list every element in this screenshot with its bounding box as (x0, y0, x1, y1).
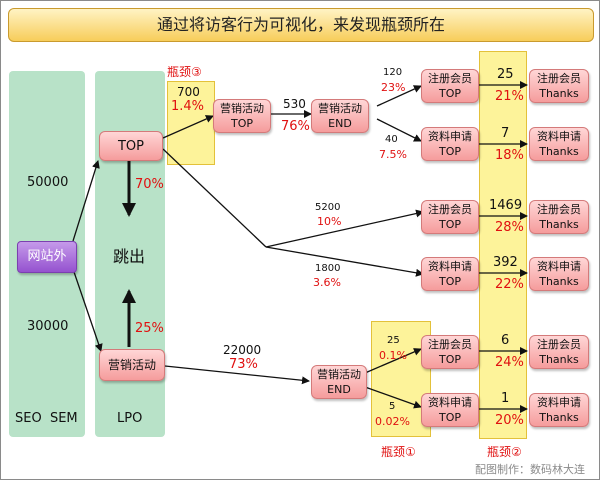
thanks-count-4: 392 (493, 255, 518, 270)
end-reg-count: 120 (383, 67, 403, 78)
thanks-count-6: 1 (501, 391, 510, 406)
b3-pct: 1.4% (171, 99, 205, 114)
lpo-top-node-label: TOP (117, 138, 144, 154)
reg-thanks-node-2: 注册会员 Thanks (529, 200, 589, 234)
low-reg-pct: 0.1% (379, 349, 407, 362)
low-reg-count: 25 (387, 335, 400, 346)
b3-count: 700 (177, 85, 200, 99)
doc-top-line1: 资料申请 (428, 130, 472, 143)
end-reg-pct: 23% (381, 81, 406, 94)
credit-text: 配图制作：数码林大连 (475, 463, 585, 476)
thanks-count-3: 1469 (489, 198, 523, 213)
doc-thanks-line2: Thanks (539, 145, 579, 158)
end-doc-pct: 7.5% (379, 148, 407, 161)
reg-thanks-line2: Thanks (539, 353, 579, 366)
reg-thanks-node-1: 注册会员 Thanks (529, 69, 589, 103)
reg-top-node-3: 注册会员 TOP (421, 335, 479, 369)
reg-top-node-2: 注册会员 TOP (421, 200, 479, 234)
top-to-end-pct: 76% (281, 119, 310, 134)
doc-top-line2: TOP (438, 275, 461, 288)
mid-reg-pct: 10% (317, 215, 342, 228)
seo-visitors-value: 50000 (27, 175, 69, 190)
bottleneck-2-highlight (479, 51, 527, 439)
bottleneck-3-label: 瓶颈③ (167, 65, 202, 79)
doc-thanks-line2: Thanks (539, 275, 579, 288)
reg-top-line2: TOP (438, 87, 461, 100)
offsite-node: 网站外 (17, 241, 77, 273)
doc-top-line1: 资料申请 (428, 396, 472, 409)
reg-top-node-1: 注册会员 TOP (421, 69, 479, 103)
reg-thanks-line1: 注册会员 (537, 72, 581, 85)
thanks-pct-3: 28% (495, 220, 524, 235)
thanks-count-5: 6 (501, 333, 510, 348)
doc-top-line1: 资料申请 (428, 260, 472, 273)
seo-sem-column-label: SEO SEM (15, 411, 78, 426)
thanks-pct-1: 21% (495, 89, 524, 104)
doc-thanks-node-3: 资料申请 Thanks (529, 393, 589, 427)
doc-top-node-1: 资料申请 TOP (421, 127, 479, 161)
page-title: 通过将访客行为可视化，来发现瓶颈所在 (8, 8, 594, 42)
reg-thanks-line1: 注册会员 (537, 338, 581, 351)
campaign-end-lower-node: 营销活动 END (311, 365, 367, 399)
campaign-top-line2: TOP (230, 117, 253, 130)
reg-top-line1: 注册会员 (428, 338, 472, 351)
reg-thanks-line1: 注册会员 (537, 203, 581, 216)
doc-top-line2: TOP (438, 411, 461, 424)
doc-thanks-node-2: 资料申请 Thanks (529, 257, 589, 291)
doc-thanks-line1: 资料申请 (537, 396, 581, 409)
doc-thanks-line1: 资料申请 (537, 130, 581, 143)
lpo-campaign-node-label: 营销活动 (107, 357, 156, 372)
doc-thanks-node-1: 资料申请 Thanks (529, 127, 589, 161)
thanks-pct-2: 18% (495, 148, 524, 163)
doc-top-node-3: 资料申请 TOP (421, 393, 479, 427)
top-to-end-count: 530 (283, 97, 306, 111)
reg-top-line1: 注册会员 (428, 203, 472, 216)
reg-top-line1: 注册会员 (428, 72, 472, 85)
mid-reg-count: 5200 (315, 202, 341, 213)
low-doc-pct: 0.02% (375, 415, 410, 428)
campaign-end-upper-line1: 营销活动 (318, 102, 362, 115)
bottleneck-3-highlight (167, 81, 215, 165)
doc-top-node-2: 资料申请 TOP (421, 257, 479, 291)
lpo-column-label: LPO (117, 411, 143, 426)
campaign-end-upper-line2: END (328, 117, 352, 130)
campaign-end-upper-node: 营销活动 END (311, 99, 369, 133)
reg-top-line2: TOP (438, 218, 461, 231)
campaign-top-node: 营销活动 TOP (213, 99, 271, 133)
doc-thanks-line1: 资料申请 (537, 260, 581, 273)
exit-top-pct: 70% (135, 177, 164, 192)
campaign-end-lower-line2: END (327, 383, 351, 396)
campaign-end-lower-line1: 营销活动 (317, 368, 361, 381)
bottleneck-2-label: 瓶颈② (487, 445, 522, 459)
mid-doc-pct: 3.6% (313, 276, 341, 289)
exit-bottom-pct: 25% (135, 321, 164, 336)
end-doc-count: 40 (385, 134, 398, 145)
mid-doc-count: 1800 (315, 263, 341, 274)
thanks-pct-6: 20% (495, 413, 524, 428)
doc-top-line2: TOP (438, 145, 461, 158)
reg-thanks-line2: Thanks (539, 218, 579, 231)
thanks-count-1: 25 (497, 67, 514, 82)
exit-label: 跳出 (113, 247, 146, 266)
reg-top-line2: TOP (438, 353, 461, 366)
reg-thanks-node-3: 注册会员 Thanks (529, 335, 589, 369)
thanks-pct-4: 22% (495, 277, 524, 292)
lpo-top-node: TOP (99, 131, 163, 161)
sem-visitors-value: 30000 (27, 319, 69, 334)
lpo-campaign-node: 营销活动 (99, 349, 165, 381)
thanks-count-2: 7 (501, 126, 510, 141)
low-flow-pct: 73% (229, 357, 258, 372)
campaign-top-line1: 营销活动 (220, 102, 264, 115)
bottleneck-1-label: 瓶颈① (381, 445, 416, 459)
low-doc-count: 5 (389, 401, 396, 412)
low-flow-count: 22000 (223, 343, 262, 357)
thanks-pct-5: 24% (495, 355, 524, 370)
reg-thanks-line2: Thanks (539, 87, 579, 100)
doc-thanks-line2: Thanks (539, 411, 579, 424)
